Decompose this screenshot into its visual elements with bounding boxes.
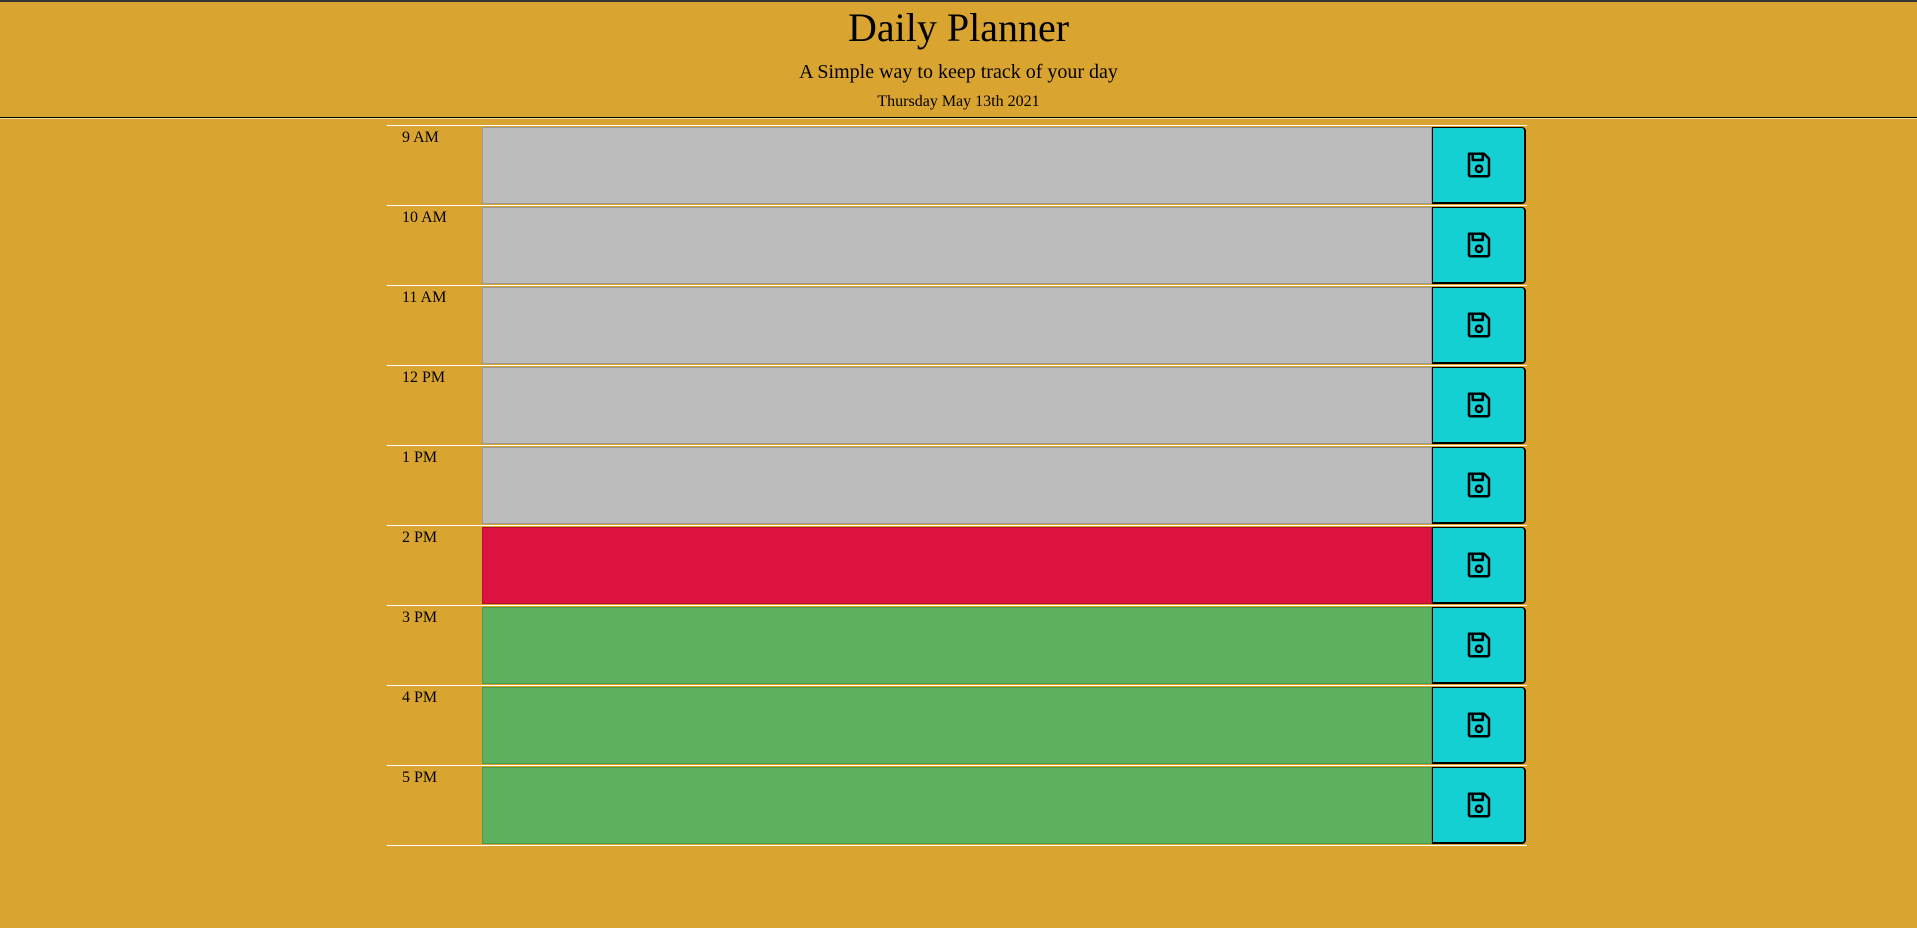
event-description-input[interactable] bbox=[482, 287, 1432, 364]
save-button[interactable] bbox=[1432, 447, 1526, 524]
planner-container: 9 AM 10 AM 11 AM 12 PM 1 PM 2 PM 3 PM 4 PM 5 PM bbox=[387, 125, 1527, 846]
time-block-row: 11 AM bbox=[387, 285, 1527, 365]
time-block-row: 10 AM bbox=[387, 205, 1527, 285]
event-description-input[interactable] bbox=[482, 527, 1432, 604]
hour-label: 2 PM bbox=[402, 529, 438, 546]
time-block-row: 3 PM bbox=[387, 605, 1527, 685]
event-description-input[interactable] bbox=[482, 767, 1432, 844]
save-button[interactable] bbox=[1432, 607, 1526, 684]
hour-label: 5 PM bbox=[402, 769, 438, 786]
header: Daily Planner A Simple way to keep track… bbox=[0, 2, 1917, 118]
page-subtitle: A Simple way to keep track of your day bbox=[799, 61, 1118, 83]
save-button[interactable] bbox=[1432, 127, 1526, 204]
hour-label: 3 PM bbox=[402, 609, 438, 626]
floppy-disk-icon bbox=[1464, 710, 1494, 740]
floppy-disk-icon bbox=[1464, 790, 1494, 820]
event-description-input[interactable] bbox=[482, 127, 1432, 204]
save-button[interactable] bbox=[1432, 207, 1526, 284]
time-block-row: 12 PM bbox=[387, 365, 1527, 445]
hour-label: 1 PM bbox=[402, 449, 438, 466]
floppy-disk-icon bbox=[1464, 550, 1494, 580]
time-block-row: 5 PM bbox=[387, 765, 1527, 846]
save-button[interactable] bbox=[1432, 687, 1526, 764]
save-button[interactable] bbox=[1432, 527, 1526, 604]
time-block-row: 4 PM bbox=[387, 685, 1527, 765]
floppy-disk-icon bbox=[1464, 230, 1494, 260]
hour-label: 10 AM bbox=[402, 209, 447, 226]
hour-label: 4 PM bbox=[402, 689, 438, 706]
event-description-input[interactable] bbox=[482, 367, 1432, 444]
hour-label: 11 AM bbox=[402, 289, 447, 306]
current-day: Thursday May 13th 2021 bbox=[877, 93, 1040, 110]
save-button[interactable] bbox=[1432, 767, 1526, 844]
floppy-disk-icon bbox=[1464, 150, 1494, 180]
event-description-input[interactable] bbox=[482, 447, 1432, 524]
save-button[interactable] bbox=[1432, 287, 1526, 364]
floppy-disk-icon bbox=[1464, 310, 1494, 340]
event-description-input[interactable] bbox=[482, 687, 1432, 764]
floppy-disk-icon bbox=[1464, 470, 1494, 500]
time-block-row: 1 PM bbox=[387, 445, 1527, 525]
event-description-input[interactable] bbox=[482, 607, 1432, 684]
event-description-input[interactable] bbox=[482, 207, 1432, 284]
hour-label: 9 AM bbox=[402, 129, 439, 146]
floppy-disk-icon bbox=[1464, 390, 1494, 420]
page-title: Daily Planner bbox=[847, 5, 1070, 50]
time-block-row: 9 AM bbox=[387, 125, 1527, 205]
top-rule bbox=[0, 0, 1917, 2]
save-button[interactable] bbox=[1432, 367, 1526, 444]
time-block-row: 2 PM bbox=[387, 525, 1527, 605]
floppy-disk-icon bbox=[1464, 630, 1494, 660]
hour-label: 12 PM bbox=[402, 369, 446, 386]
